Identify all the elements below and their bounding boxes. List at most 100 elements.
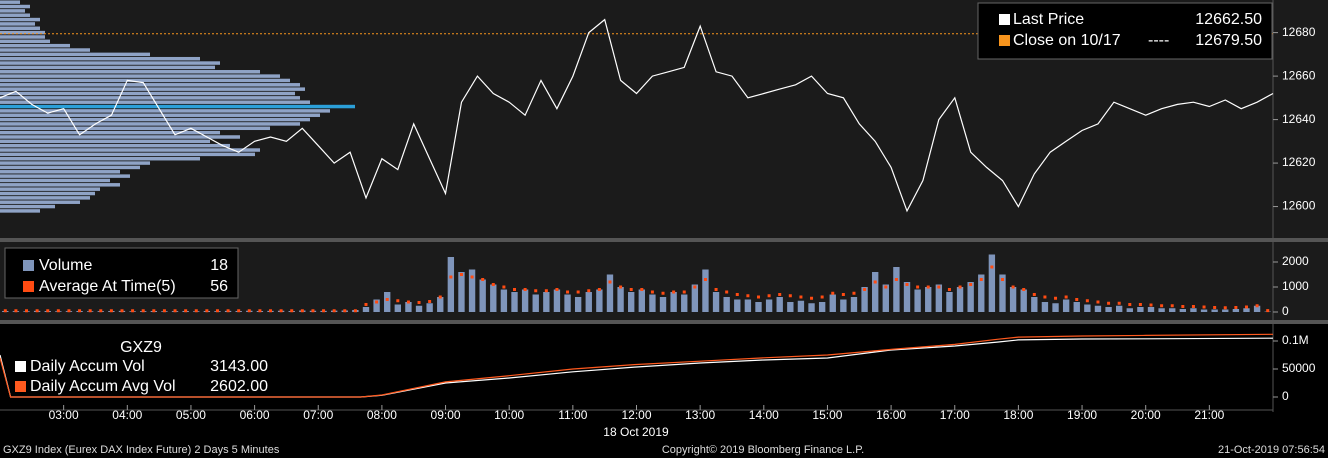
average-dot <box>820 295 824 299</box>
profile-bar <box>0 61 220 65</box>
average-dot <box>566 290 570 294</box>
average-dot <box>1244 305 1248 309</box>
legend-value: 3143.00 <box>210 358 268 375</box>
average-dot <box>237 309 241 313</box>
volume-bar <box>490 284 497 312</box>
average-dot <box>459 273 463 276</box>
average-dot <box>247 309 251 313</box>
volume-bar <box>808 303 815 312</box>
average-dot <box>1117 301 1121 305</box>
volume-bar <box>1222 309 1229 312</box>
average-dot <box>205 309 209 313</box>
legend-label: Last Price <box>1013 11 1084 28</box>
profile-bar <box>0 156 200 161</box>
profile-bar <box>0 74 280 78</box>
volume-bar <box>702 269 709 312</box>
profile-bar <box>0 70 260 74</box>
average-dot <box>35 309 39 313</box>
average-dot <box>269 309 273 313</box>
profile-bar <box>0 174 130 178</box>
volume-bar <box>797 300 805 312</box>
average-dot <box>141 309 145 313</box>
x-tick-label: 21:00 <box>1194 408 1224 422</box>
y-tick-label: 2000 <box>1282 254 1309 268</box>
average-dot <box>3 309 7 313</box>
volume-bar <box>1031 297 1038 312</box>
average-dot <box>597 288 601 291</box>
legend-value: 18 <box>210 257 228 274</box>
average-dot <box>152 309 156 313</box>
volume-bar <box>574 297 582 312</box>
average-dot <box>353 309 357 313</box>
volume-bar <box>617 287 624 312</box>
x-tick-label: 12:00 <box>621 408 651 422</box>
profile-bar <box>0 52 150 57</box>
volume-bar <box>903 282 911 312</box>
average-dot <box>1181 305 1185 308</box>
average-dot <box>831 291 835 295</box>
average-dot <box>1149 303 1153 307</box>
volume-bar <box>1253 305 1261 312</box>
average-dot <box>735 293 739 296</box>
volume-bar <box>384 292 391 312</box>
volume-bar <box>1147 307 1155 312</box>
profile-bar <box>0 4 30 9</box>
average-dot <box>672 290 676 294</box>
volume-bar <box>1126 308 1133 312</box>
average-dot <box>375 300 379 304</box>
average-dot <box>1255 304 1259 308</box>
average-dot <box>67 309 71 313</box>
x-tick-label: 18:00 <box>1003 408 1033 422</box>
average-dot <box>661 291 665 295</box>
average-dot <box>290 309 294 313</box>
x-tick-label: 06:00 <box>240 408 270 422</box>
volume-bar <box>659 297 667 312</box>
volume-bar <box>914 289 921 312</box>
x-tick-label: 16:00 <box>876 408 906 422</box>
average-dot <box>406 300 410 304</box>
average-dot <box>799 295 803 299</box>
average-dot <box>714 288 718 291</box>
volume-bar <box>935 284 943 312</box>
profile-bar <box>0 117 310 122</box>
profile-bar <box>0 126 270 131</box>
volume-bar <box>946 292 953 312</box>
profile-bar <box>0 170 120 174</box>
legend-label: Daily Accum Avg Vol <box>30 378 176 395</box>
legend-swatch <box>15 381 26 392</box>
average-dot <box>279 309 283 313</box>
x-tick-label: 11:00 <box>558 408 587 422</box>
volume-bar <box>1073 302 1080 312</box>
profile-bar <box>0 122 300 126</box>
x-tick-label: 19:00 <box>1067 408 1097 422</box>
y-tick-label: 50000 <box>1282 361 1316 375</box>
average-dot <box>481 278 485 281</box>
average-dot <box>184 309 188 313</box>
profile-bar <box>0 196 90 200</box>
average-dot <box>120 309 124 313</box>
volume-bar <box>776 297 783 312</box>
y-tick-label: 12620 <box>1282 155 1316 169</box>
y-tick-label: 0 <box>1282 389 1289 403</box>
profile-bar <box>0 87 305 91</box>
average-dot <box>1191 305 1195 308</box>
y-tick-label: 1000 <box>1282 279 1309 293</box>
volume-bar <box>872 272 879 312</box>
volume-bar <box>596 289 603 312</box>
legend-label: Volume <box>39 257 92 274</box>
average-dot <box>1128 303 1132 306</box>
average-dot <box>396 299 400 303</box>
average-dot <box>56 309 60 313</box>
legend-swatch <box>23 260 34 271</box>
profile-bar <box>0 22 35 26</box>
volume-bar <box>1020 289 1027 312</box>
volume-bar <box>978 274 985 312</box>
average-dot <box>491 283 495 286</box>
x-tick-label: 09:00 <box>431 408 461 422</box>
average-dot <box>703 278 707 281</box>
legend-value: 12662.50 <box>1195 11 1262 28</box>
profile-bar <box>0 161 150 165</box>
average-dot <box>534 289 538 293</box>
volume-bar <box>500 289 508 312</box>
